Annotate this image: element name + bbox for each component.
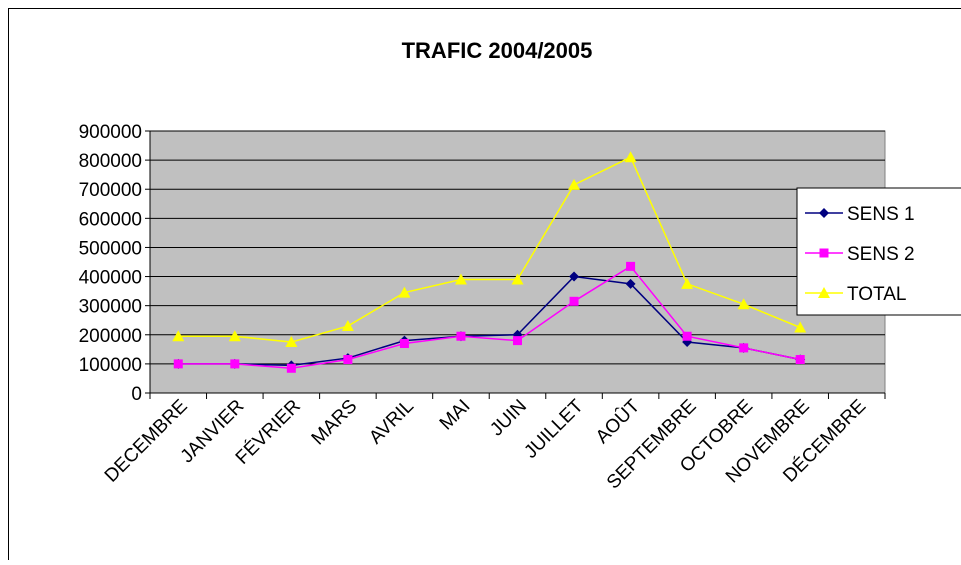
y-tick-label: 900000 bbox=[79, 122, 142, 143]
marker bbox=[820, 249, 829, 258]
y-tick-label: 300000 bbox=[79, 297, 142, 318]
y-tick-label: 400000 bbox=[79, 268, 142, 289]
marker bbox=[287, 364, 296, 373]
y-tick-label: 600000 bbox=[79, 209, 142, 230]
marker bbox=[570, 297, 579, 306]
y-tick-label: 800000 bbox=[79, 151, 142, 172]
y-tick-label: 500000 bbox=[79, 238, 142, 259]
y-tick-label: 100000 bbox=[79, 355, 142, 376]
marker bbox=[683, 332, 692, 341]
y-tick-label: 700000 bbox=[79, 180, 142, 201]
legend-label: TOTAL bbox=[847, 284, 906, 305]
marker bbox=[456, 332, 465, 341]
marker bbox=[174, 359, 183, 368]
chart-title: TRAFIC 2004/2005 bbox=[402, 38, 593, 63]
legend-label: SENS 1 bbox=[847, 204, 915, 225]
marker bbox=[400, 339, 409, 348]
marker bbox=[796, 355, 805, 364]
marker bbox=[739, 343, 748, 352]
marker bbox=[230, 359, 239, 368]
marker bbox=[513, 336, 522, 345]
legend-label: SENS 2 bbox=[847, 244, 915, 265]
y-tick-label: 200000 bbox=[79, 326, 142, 347]
y-tick-label: 0 bbox=[131, 384, 142, 405]
marker bbox=[343, 355, 352, 364]
marker bbox=[626, 262, 635, 271]
